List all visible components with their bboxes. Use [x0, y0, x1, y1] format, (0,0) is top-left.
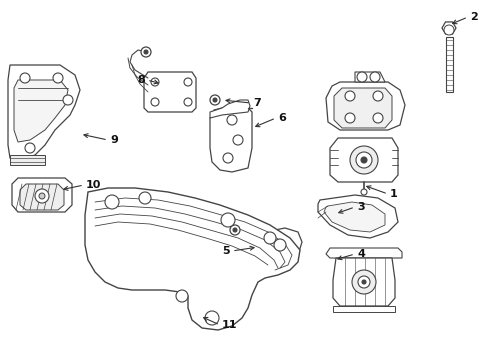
Polygon shape [210, 100, 250, 118]
Polygon shape [326, 82, 405, 130]
Circle shape [141, 47, 151, 57]
Circle shape [264, 232, 276, 244]
Polygon shape [235, 238, 258, 250]
Circle shape [176, 290, 188, 302]
Polygon shape [333, 258, 395, 306]
Polygon shape [14, 80, 68, 142]
Polygon shape [20, 184, 64, 210]
Circle shape [221, 213, 235, 227]
Circle shape [444, 25, 454, 35]
Circle shape [20, 73, 30, 83]
Circle shape [361, 157, 367, 163]
Circle shape [350, 146, 378, 174]
Circle shape [35, 189, 49, 203]
Text: 4: 4 [357, 249, 365, 259]
Circle shape [205, 311, 219, 325]
Text: 6: 6 [278, 113, 286, 123]
Circle shape [362, 280, 366, 284]
Circle shape [151, 78, 159, 86]
Circle shape [373, 113, 383, 123]
Text: 9: 9 [110, 135, 118, 145]
Circle shape [25, 143, 35, 153]
Circle shape [53, 73, 63, 83]
Polygon shape [144, 72, 196, 112]
Circle shape [63, 95, 73, 105]
Circle shape [345, 113, 355, 123]
Polygon shape [318, 195, 398, 238]
Circle shape [223, 153, 233, 163]
Circle shape [233, 135, 243, 145]
Circle shape [361, 189, 367, 195]
Circle shape [184, 78, 192, 86]
Polygon shape [442, 22, 456, 34]
Polygon shape [355, 72, 385, 82]
Circle shape [373, 91, 383, 101]
Text: 1: 1 [390, 189, 398, 199]
Polygon shape [210, 108, 252, 172]
Circle shape [233, 228, 237, 232]
Polygon shape [326, 248, 402, 258]
Circle shape [345, 91, 355, 101]
Circle shape [105, 195, 119, 209]
Circle shape [144, 50, 148, 54]
Circle shape [230, 225, 240, 235]
Polygon shape [324, 202, 385, 232]
Bar [445, 37, 452, 92]
Circle shape [356, 152, 372, 168]
Polygon shape [258, 228, 302, 262]
Text: 10: 10 [86, 180, 101, 190]
Circle shape [274, 239, 286, 251]
Polygon shape [333, 306, 395, 312]
Text: 11: 11 [222, 320, 238, 330]
Polygon shape [8, 65, 80, 160]
Circle shape [210, 95, 220, 105]
Circle shape [370, 72, 380, 82]
Circle shape [184, 98, 192, 106]
Circle shape [213, 98, 217, 102]
Text: 3: 3 [357, 202, 365, 212]
Text: 5: 5 [222, 246, 230, 256]
Polygon shape [330, 138, 398, 182]
Polygon shape [12, 178, 72, 212]
Polygon shape [10, 155, 45, 165]
Circle shape [358, 276, 370, 288]
Circle shape [151, 98, 159, 106]
Text: 2: 2 [470, 12, 478, 22]
Text: 7: 7 [253, 98, 261, 108]
Circle shape [357, 72, 367, 82]
Circle shape [352, 270, 376, 294]
Circle shape [227, 115, 237, 125]
Polygon shape [334, 88, 392, 128]
Circle shape [139, 192, 151, 204]
Circle shape [39, 193, 45, 199]
Polygon shape [85, 188, 300, 330]
Text: 8: 8 [137, 75, 145, 85]
